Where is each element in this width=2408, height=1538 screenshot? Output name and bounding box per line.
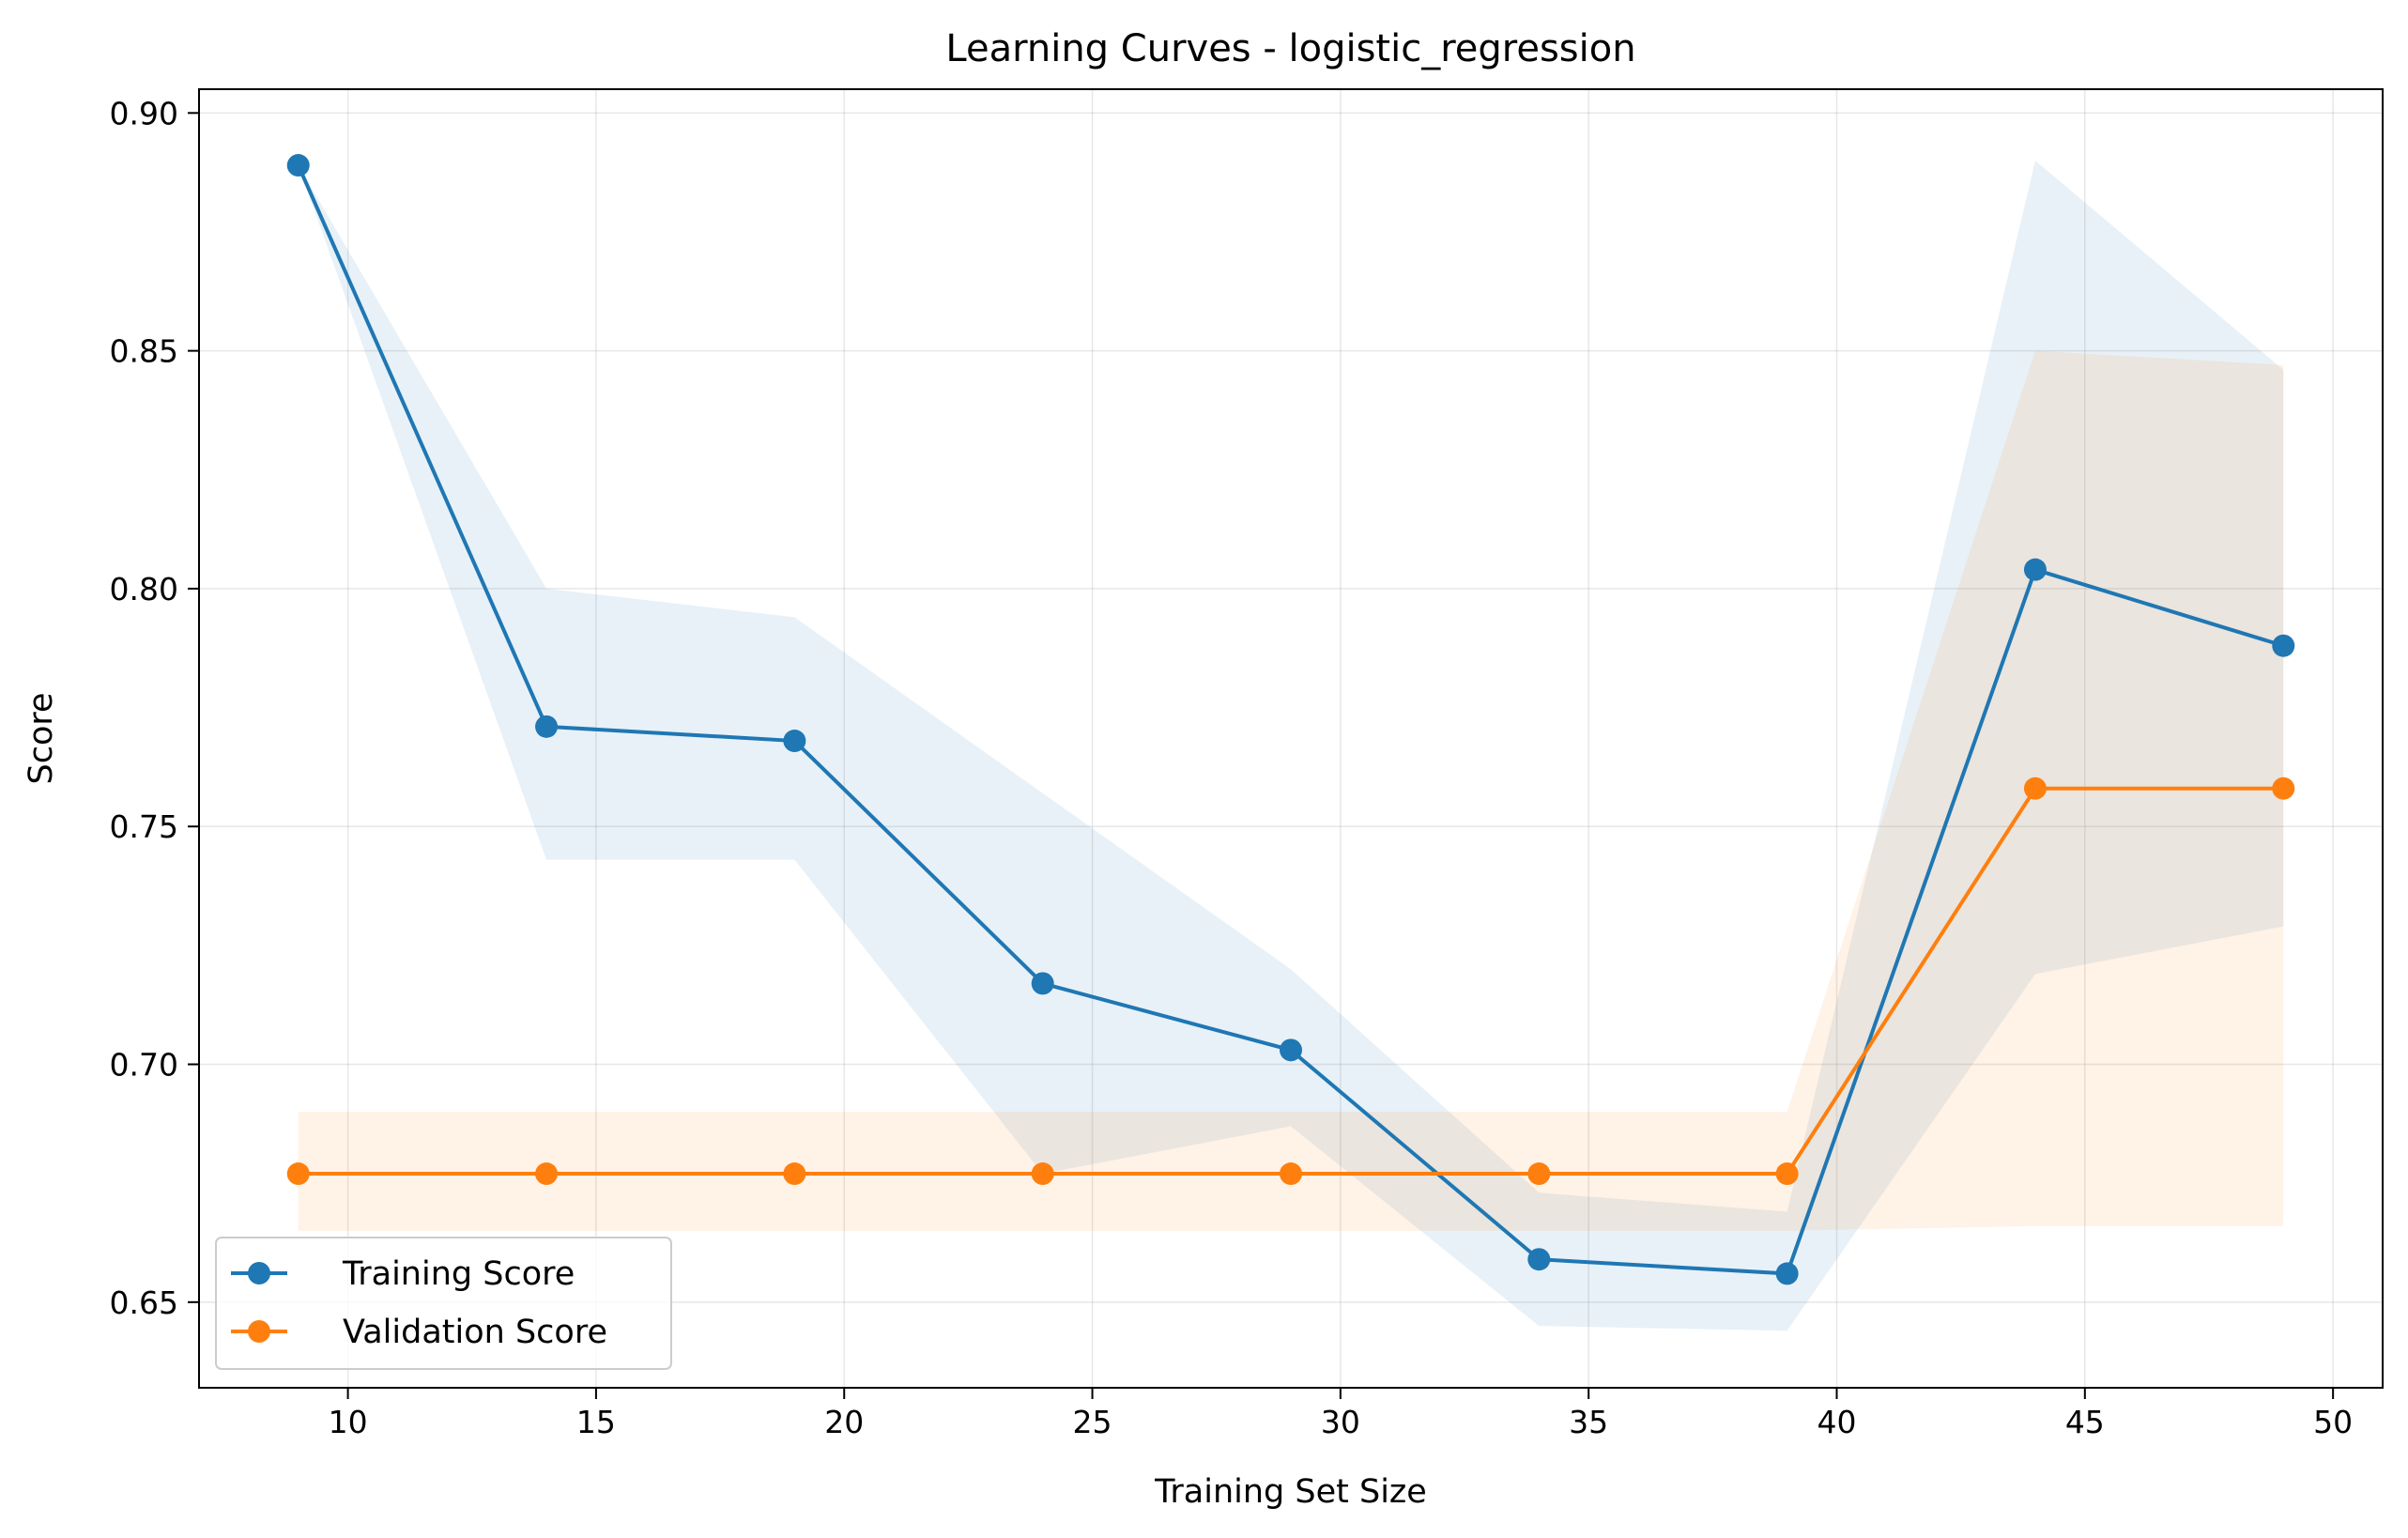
validation-score-point bbox=[286, 1162, 310, 1186]
legend-box bbox=[215, 1237, 672, 1370]
validation-score-point bbox=[2272, 777, 2295, 800]
x-axis-label: Training Set Size bbox=[1154, 1473, 1427, 1511]
y-tick-label: 0.90 bbox=[110, 95, 178, 131]
training-score-band bbox=[298, 160, 2284, 1331]
training-score-point bbox=[535, 715, 559, 738]
validation-score-point bbox=[2023, 777, 2047, 800]
series-markers bbox=[286, 154, 2295, 1285]
chart-title: Learning Curves - logistic_regression bbox=[945, 27, 1635, 70]
confidence-bands bbox=[298, 160, 2284, 1331]
training-score-point bbox=[1280, 1038, 1302, 1062]
training-score-point bbox=[1527, 1248, 1551, 1271]
training-score-point bbox=[2272, 634, 2295, 657]
validation-score-point bbox=[1775, 1162, 1799, 1186]
training-score-point bbox=[1775, 1262, 1799, 1285]
training-score-point bbox=[1031, 972, 1054, 995]
training-score-point bbox=[286, 154, 310, 177]
validation-score-point bbox=[1031, 1162, 1054, 1186]
x-tick-label: 40 bbox=[1818, 1404, 1857, 1440]
y-tick-label: 0.65 bbox=[110, 1284, 178, 1321]
x-tick-label: 35 bbox=[1569, 1404, 1608, 1440]
legend-label: Validation Score bbox=[343, 1314, 607, 1351]
y-tick-label: 0.85 bbox=[110, 333, 178, 370]
x-tick-label: 45 bbox=[2065, 1404, 2105, 1440]
y-axis-label: Score bbox=[23, 692, 60, 784]
y-tick-label: 0.75 bbox=[110, 808, 178, 845]
x-tick-label: 30 bbox=[1321, 1404, 1360, 1440]
x-tick-label: 10 bbox=[329, 1404, 368, 1440]
x-tick-label: 25 bbox=[1073, 1404, 1112, 1440]
training-score-point bbox=[2023, 558, 2047, 581]
legend-swatch-marker bbox=[248, 1320, 270, 1343]
axis-ticks: 10 15 20 25 30 35 40 45 50 0.65 0.70 0.75 0.80 0.85 0.… bbox=[110, 95, 2354, 1440]
legend-label: Training Score bbox=[342, 1255, 575, 1293]
plot-frame bbox=[198, 88, 2384, 1389]
validation-score-point bbox=[783, 1162, 806, 1186]
x-tick-label: 15 bbox=[576, 1404, 616, 1440]
grid bbox=[199, 89, 2383, 1388]
legend-swatch-marker bbox=[248, 1262, 270, 1284]
validation-score-point bbox=[1280, 1162, 1302, 1186]
validation-score-point bbox=[1527, 1162, 1551, 1186]
y-tick-label: 0.80 bbox=[110, 571, 178, 608]
x-tick-label: 50 bbox=[2313, 1404, 2353, 1440]
x-tick-label: 20 bbox=[824, 1404, 864, 1440]
validation-score-band bbox=[298, 350, 2284, 1231]
validation-score-point bbox=[535, 1162, 559, 1186]
training-score-point bbox=[783, 730, 806, 753]
legend: Training Score Validation Score bbox=[215, 1237, 672, 1370]
y-tick-label: 0.70 bbox=[110, 1047, 178, 1084]
